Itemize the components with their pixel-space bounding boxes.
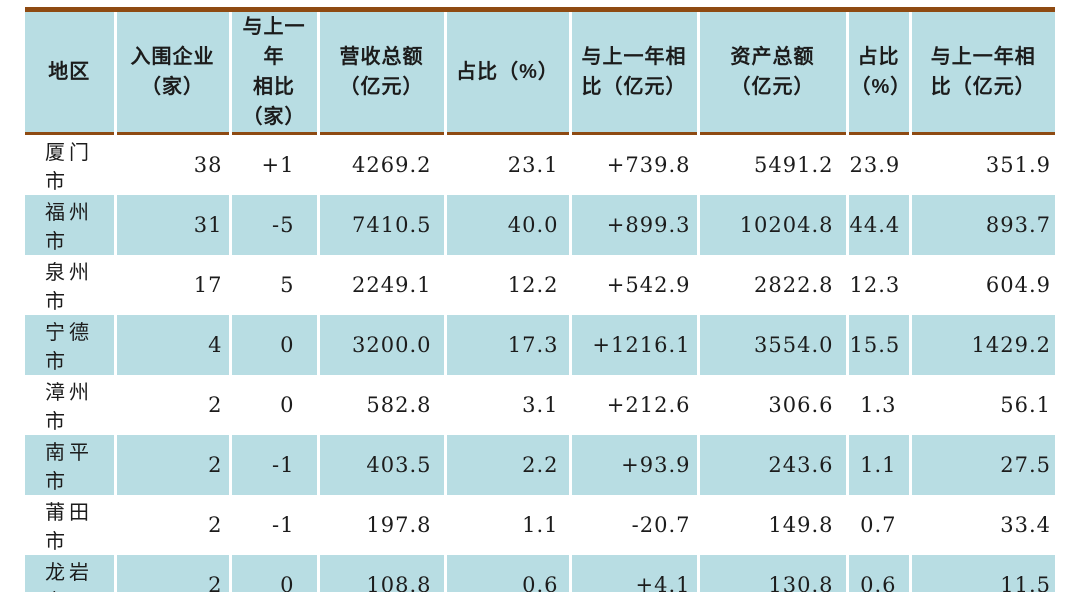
value-cell: 15.5	[847, 315, 912, 375]
value-cell: 2.2	[445, 435, 572, 495]
region-enterprise-table: 地区 入围企业 （家） 与上一年 相比（家） 营收总额 （亿元） 占比（%） 与…	[25, 7, 1055, 592]
value-cell: +739.8	[570, 133, 700, 195]
value-cell: 2	[115, 495, 232, 555]
header-assets-total: 资产总额 （亿元）	[698, 9, 849, 134]
value-cell: -5	[230, 195, 320, 255]
value-cell: 2	[115, 555, 232, 592]
header-assets-yoy: 与上一年相 比（亿元）	[930, 46, 1036, 98]
value-cell: 243.6	[698, 435, 849, 495]
region-cell: 厦门市	[25, 133, 117, 195]
value-cell: 56.1	[1000, 393, 1051, 417]
table-row: 漳州市 2 0 582.8 3.1 +212.6 306.6 1.3 56.1	[25, 375, 1055, 435]
value-cell: 10204.8	[698, 195, 849, 255]
region-cell: 宁德市	[25, 315, 117, 375]
value-cell: +1	[230, 133, 320, 195]
value-cell: 5	[230, 255, 320, 315]
region-cell: 漳州市	[25, 375, 117, 435]
header-revenue-yoy: 与上一年相 比（亿元）	[570, 9, 700, 134]
value-cell: 1429.2	[971, 333, 1051, 357]
table-row: 南平市 2 -1 403.5 2.2 +93.9 243.6 1.1 27.5	[25, 435, 1055, 495]
value-cell: +1216.1	[570, 315, 700, 375]
header-revenue-total: 营收总额 （亿元）	[318, 9, 447, 134]
table-row: 泉州市 17 5 2249.1 12.2 +542.9 2822.8 12.3 604.9	[25, 255, 1055, 315]
header-assets-share: 占比 （%）	[847, 9, 912, 134]
value-cell: 31	[115, 195, 232, 255]
value-cell: 7410.5	[318, 195, 447, 255]
value-cell: 149.8	[698, 495, 849, 555]
value-cell: +4.1	[570, 555, 700, 592]
value-cell: -1	[230, 435, 320, 495]
table-row: 厦门市 38 +1 4269.2 23.1 +739.8 5491.2 23.9 351.9	[25, 133, 1055, 195]
value-cell: 4	[115, 315, 232, 375]
value-cell: 44.4	[847, 195, 912, 255]
value-cell: 108.8	[318, 555, 447, 592]
value-cell: 0.7	[847, 495, 912, 555]
value-cell: 2	[115, 435, 232, 495]
region-cell: 南平市	[25, 435, 117, 495]
region-cell: 福州市	[25, 195, 117, 255]
value-cell: 17	[115, 255, 232, 315]
value-cell: 27.5	[1000, 453, 1051, 477]
table-body: 厦门市 38 +1 4269.2 23.1 +739.8 5491.2 23.9 351.9 福州…	[25, 133, 1055, 592]
value-cell: 1.1	[847, 435, 912, 495]
value-cell: 40.0	[445, 195, 572, 255]
value-cell: 3200.0	[318, 315, 447, 375]
value-cell: 893.7	[985, 213, 1051, 237]
value-cell: 23.1	[445, 133, 572, 195]
table-row: 莆田市 2 -1 197.8 1.1 -20.7 149.8 0.7 33.4	[25, 495, 1055, 555]
value-cell: +899.3	[570, 195, 700, 255]
value-cell: +93.9	[570, 435, 700, 495]
value-cell: 306.6	[698, 375, 849, 435]
region-cell: 龙岩市	[25, 555, 117, 592]
value-cell: 12.3	[847, 255, 912, 315]
value-cell: 2249.1	[318, 255, 447, 315]
value-cell: 351.9	[985, 153, 1051, 177]
value-cell: 0.6	[445, 555, 572, 592]
value-cell: 38	[115, 133, 232, 195]
value-cell: -1	[230, 495, 320, 555]
region-cell: 莆田市	[25, 495, 117, 555]
value-cell: 5491.2	[698, 133, 849, 195]
table-header: 地区 入围企业 （家） 与上一年 相比（家） 营收总额 （亿元） 占比（%） 与…	[25, 9, 1055, 134]
value-cell: 130.8	[698, 555, 849, 592]
value-cell: +212.6	[570, 375, 700, 435]
value-cell: 0.6	[847, 555, 912, 592]
value-cell: 1.1	[445, 495, 572, 555]
value-cell: 33.4	[1000, 513, 1051, 537]
value-cell: 0	[230, 555, 320, 592]
value-cell: 11.5	[1000, 573, 1051, 592]
header-row: 地区 入围企业 （家） 与上一年 相比（家） 营收总额 （亿元） 占比（%） 与…	[25, 9, 1055, 134]
value-cell: 17.3	[445, 315, 572, 375]
value-cell: 197.8	[318, 495, 447, 555]
value-cell: 3.1	[445, 375, 572, 435]
value-cell: 3554.0	[698, 315, 849, 375]
region-cell: 泉州市	[25, 255, 117, 315]
header-region: 地区	[25, 9, 117, 134]
value-cell: -20.7	[570, 495, 700, 555]
value-cell: 2	[115, 375, 232, 435]
table-row: 福州市 31 -5 7410.5 40.0 +899.3 10204.8 44.4 893.7	[25, 195, 1055, 255]
value-cell: 23.9	[847, 133, 912, 195]
value-cell: 604.9	[985, 273, 1051, 297]
value-cell: 1.3	[847, 375, 912, 435]
header-enterprise-count: 入围企业 （家）	[115, 9, 232, 134]
value-cell: 2822.8	[698, 255, 849, 315]
value-cell: 4269.2	[318, 133, 447, 195]
value-cell: +542.9	[570, 255, 700, 315]
value-cell: 0	[230, 315, 320, 375]
table-row: 宁德市 4 0 3200.0 17.3 +1216.1 3554.0 15.5 1429.2	[25, 315, 1055, 375]
value-cell: 582.8	[318, 375, 447, 435]
value-cell: 12.2	[445, 255, 572, 315]
value-cell: 0	[230, 375, 320, 435]
value-cell: 403.5	[318, 435, 447, 495]
header-revenue-share: 占比（%）	[445, 9, 572, 134]
header-yoy-count: 与上一年 相比（家）	[230, 9, 320, 134]
